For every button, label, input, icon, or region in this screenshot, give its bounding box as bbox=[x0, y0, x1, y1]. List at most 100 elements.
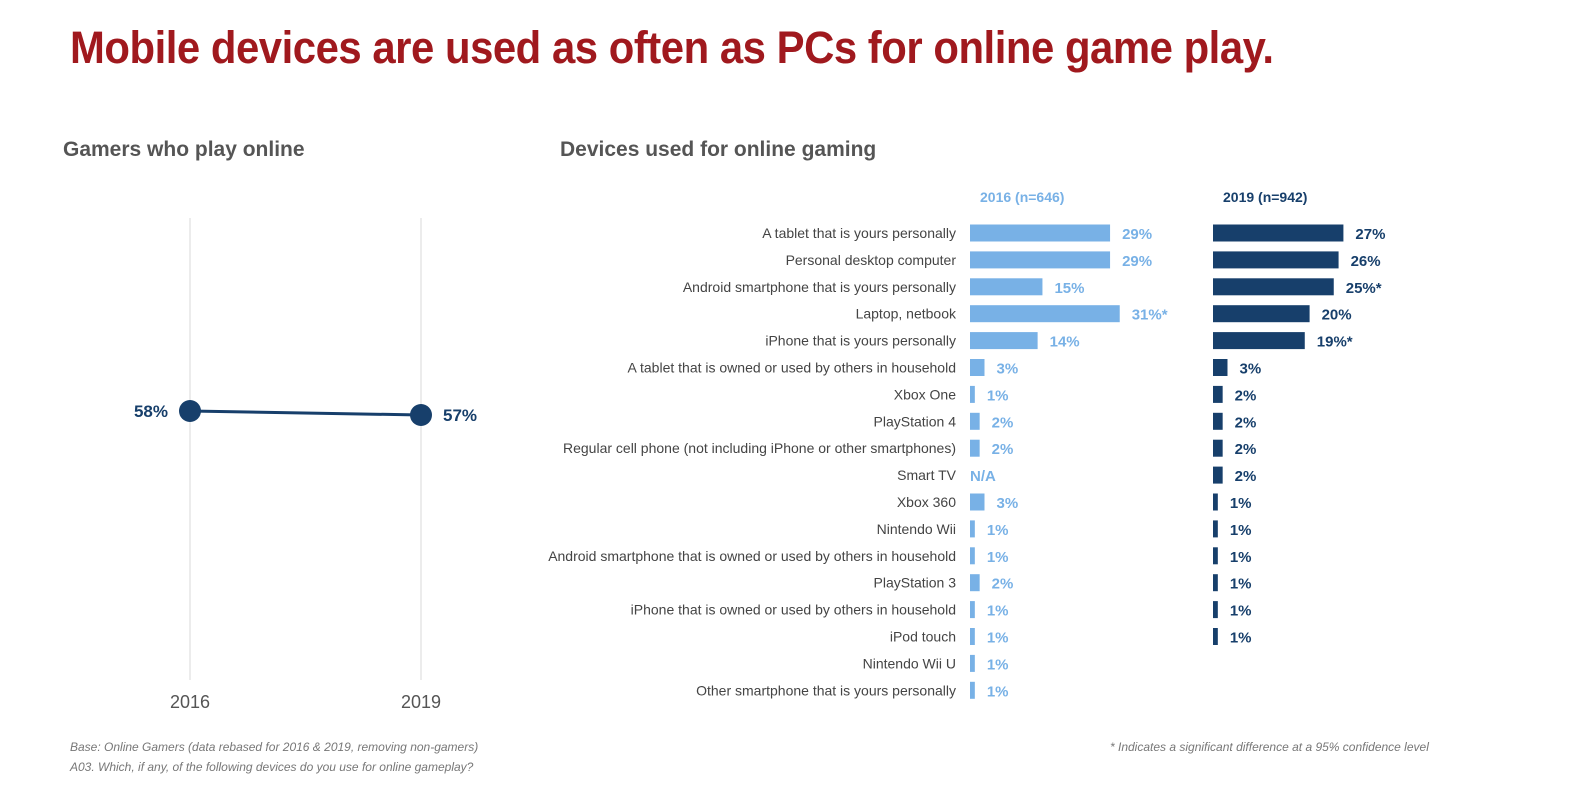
bar bbox=[970, 305, 1120, 323]
bar bbox=[970, 601, 975, 619]
data-label: 1% bbox=[987, 549, 1009, 566]
data-label: 1% bbox=[987, 387, 1009, 404]
data-label: 2% bbox=[992, 414, 1014, 431]
bar bbox=[970, 359, 985, 376]
category-label: Nintendo Wii U bbox=[863, 655, 956, 671]
bar bbox=[970, 493, 985, 511]
bar bbox=[1213, 305, 1310, 323]
bar bbox=[970, 628, 975, 645]
footer-question: A03. Which, if any, of the following dev… bbox=[70, 760, 474, 774]
data-label: 2% bbox=[1235, 387, 1257, 404]
category-label: A tablet that is yours personally bbox=[762, 225, 956, 241]
slide-title: Mobile devices are used as often as PCs … bbox=[70, 22, 1274, 73]
bar bbox=[1213, 466, 1223, 484]
series-header: 2019 (n=942) bbox=[1223, 189, 1307, 205]
bar bbox=[1213, 412, 1223, 430]
category-label: iPod touch bbox=[890, 629, 956, 645]
data-label: 3% bbox=[996, 361, 1018, 378]
bar bbox=[970, 332, 1038, 350]
data-label: N/A bbox=[970, 468, 996, 485]
bar bbox=[970, 385, 975, 403]
data-label: 1% bbox=[987, 522, 1009, 539]
data-label: 20% bbox=[1322, 307, 1352, 324]
bar bbox=[970, 681, 975, 699]
category-label: iPhone that is yours personally bbox=[765, 333, 956, 349]
data-label: 1% bbox=[1230, 576, 1252, 593]
data-label: 3% bbox=[1239, 361, 1261, 378]
data-label: 1% bbox=[1230, 603, 1252, 620]
category-label: Personal desktop computer bbox=[786, 252, 957, 268]
bar bbox=[1213, 278, 1334, 296]
line-chart-title: Gamers who play online bbox=[63, 138, 305, 161]
data-label: 25%* bbox=[1346, 280, 1382, 297]
bar bbox=[1213, 601, 1218, 619]
data-label: 19%* bbox=[1317, 334, 1353, 351]
category-label: PlayStation 4 bbox=[874, 413, 957, 429]
category-label: Xbox One bbox=[894, 386, 956, 402]
category-label: Smart TV bbox=[897, 467, 957, 483]
bar bbox=[1213, 520, 1218, 538]
data-label: 1% bbox=[1230, 495, 1252, 512]
category-label: Regular cell phone (not including iPhone… bbox=[563, 440, 956, 456]
data-label: 27% bbox=[1355, 226, 1385, 243]
category-label: A tablet that is owned or used by others… bbox=[628, 360, 956, 376]
bar bbox=[1213, 547, 1218, 565]
data-label: 29% bbox=[1122, 226, 1152, 243]
series-line bbox=[189, 409, 422, 417]
category-label: Nintendo Wii bbox=[877, 521, 956, 537]
bar bbox=[970, 654, 975, 672]
category-label: PlayStation 3 bbox=[874, 575, 957, 591]
bar bbox=[1213, 385, 1223, 403]
footer-note: * Indicates a significant difference at … bbox=[1110, 740, 1429, 754]
data-label: 58% bbox=[134, 402, 168, 421]
data-label: 2% bbox=[1235, 414, 1257, 431]
bar bbox=[1213, 224, 1344, 242]
data-label: 15% bbox=[1054, 280, 1084, 297]
bar bbox=[970, 574, 980, 592]
bar bbox=[1213, 359, 1228, 376]
data-point bbox=[179, 400, 201, 422]
bar bbox=[970, 547, 975, 565]
category-label: Xbox 360 bbox=[897, 494, 956, 510]
category-label: Other smartphone that is yours personall… bbox=[696, 682, 956, 698]
footer-base: Base: Online Gamers (data rebased for 20… bbox=[70, 740, 479, 754]
data-label: 2% bbox=[1235, 468, 1257, 485]
data-label: 31%* bbox=[1132, 307, 1168, 324]
data-label: 1% bbox=[1230, 522, 1252, 539]
bar bbox=[970, 439, 980, 457]
bar-chart-title: Devices used for online gaming bbox=[560, 138, 877, 161]
data-label: 1% bbox=[987, 603, 1009, 620]
bar bbox=[1213, 628, 1218, 645]
data-label: 3% bbox=[996, 495, 1018, 512]
bar bbox=[970, 412, 980, 430]
category-label: Laptop, netbook bbox=[856, 306, 957, 322]
category-label: iPhone that is owned or used by others i… bbox=[631, 602, 956, 618]
data-label: 1% bbox=[987, 683, 1009, 700]
bar bbox=[970, 251, 1111, 269]
data-label: 57% bbox=[443, 406, 477, 425]
bar bbox=[1213, 251, 1339, 269]
bar bbox=[1213, 493, 1218, 511]
data-label: 2% bbox=[992, 576, 1014, 593]
data-label: 2% bbox=[1235, 441, 1257, 458]
x-tick-label: 2016 bbox=[170, 692, 210, 712]
bar bbox=[1213, 439, 1223, 457]
data-label: 1% bbox=[1230, 549, 1252, 566]
bar bbox=[970, 278, 1043, 296]
category-label: Android smartphone that is yours persona… bbox=[683, 279, 956, 295]
category-label: Android smartphone that is owned or used… bbox=[548, 548, 956, 564]
bar bbox=[1213, 574, 1218, 592]
data-label: 26% bbox=[1351, 253, 1381, 270]
data-label: 29% bbox=[1122, 253, 1152, 270]
data-label: 1% bbox=[987, 656, 1009, 673]
x-tick-label: 2019 bbox=[401, 692, 441, 712]
series-header: 2016 (n=646) bbox=[980, 189, 1064, 205]
bar bbox=[970, 224, 1111, 242]
data-label: 1% bbox=[1230, 630, 1252, 647]
bar bbox=[1213, 332, 1305, 350]
data-label: 2% bbox=[992, 441, 1014, 458]
data-point bbox=[410, 404, 432, 426]
data-label: 14% bbox=[1050, 334, 1080, 351]
